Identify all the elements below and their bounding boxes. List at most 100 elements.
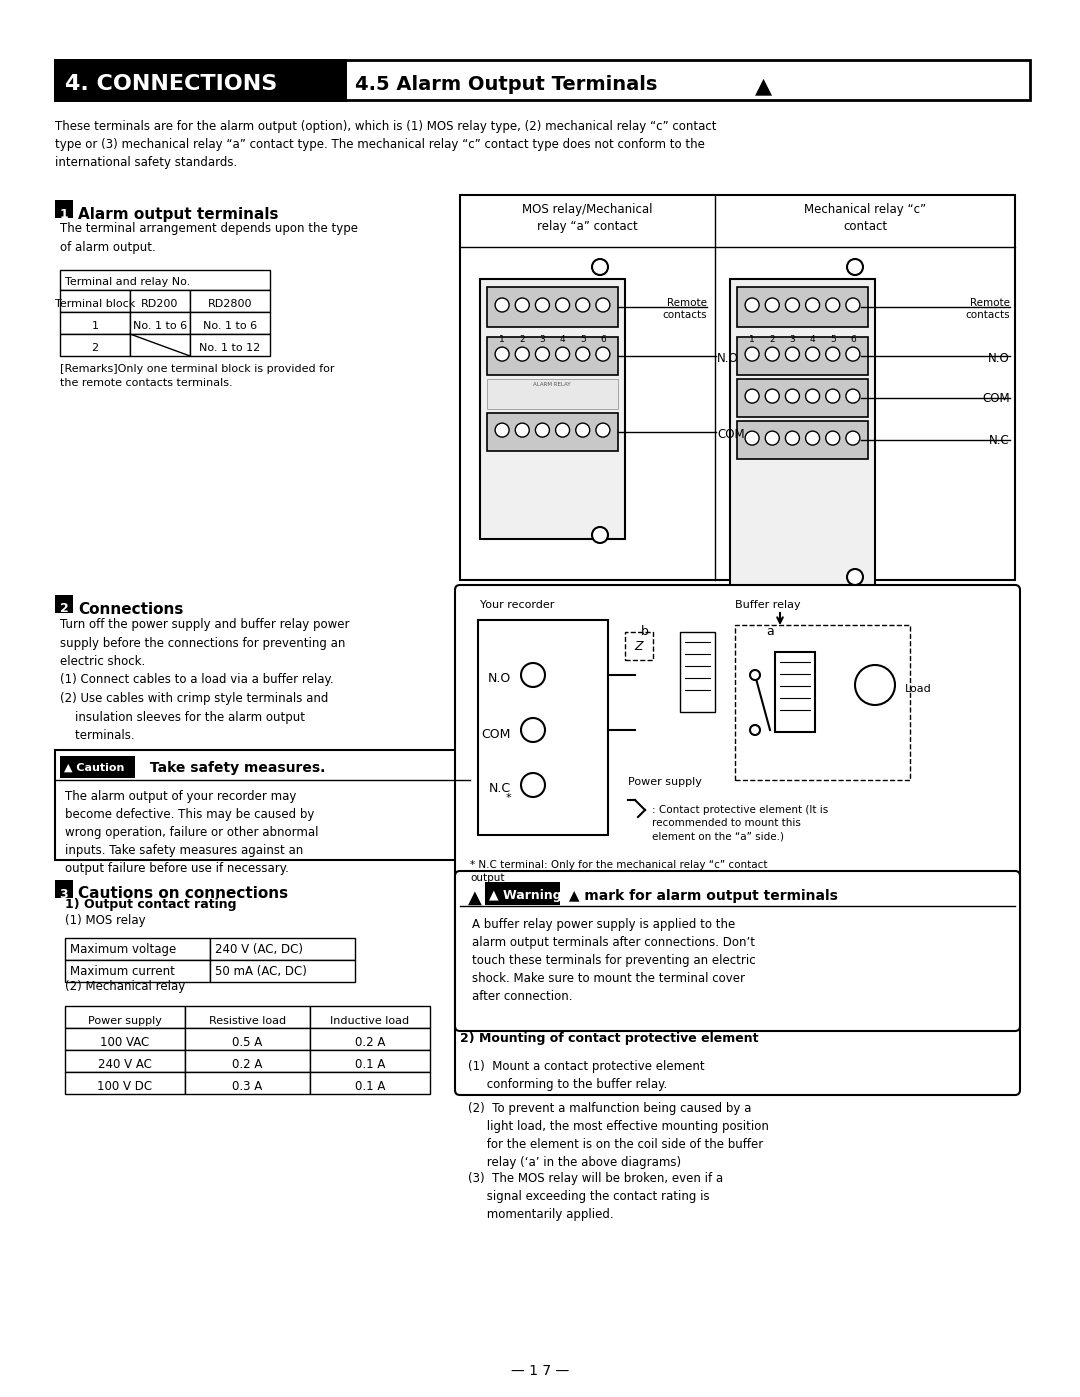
Circle shape [521, 773, 545, 798]
Text: : Contact protective element (It is
recommended to mount this
element on the “a”: : Contact protective element (It is reco… [652, 805, 828, 841]
Text: No. 1 to 6: No. 1 to 6 [203, 321, 257, 331]
Circle shape [495, 423, 509, 437]
Text: Maximum current: Maximum current [70, 965, 175, 978]
Circle shape [515, 346, 529, 360]
Circle shape [596, 298, 610, 312]
Text: ▲: ▲ [468, 888, 482, 907]
Text: Connections: Connections [78, 602, 184, 616]
Text: 0.1 A: 0.1 A [355, 1080, 386, 1094]
Circle shape [826, 432, 840, 446]
Circle shape [576, 423, 590, 437]
Bar [130, 291, 190, 312]
Text: MOS relay/Mechanical
relay “a” contact: MOS relay/Mechanical relay “a” contact [523, 203, 652, 233]
Text: 240 V AC: 240 V AC [98, 1059, 152, 1071]
Circle shape [576, 346, 590, 360]
Bar [65, 1051, 185, 1071]
Bar [190, 334, 270, 356]
Bar [65, 1071, 185, 1094]
Text: 1: 1 [59, 208, 68, 221]
Circle shape [495, 298, 509, 312]
Circle shape [745, 298, 759, 312]
Bar [730, 279, 875, 590]
Text: (1)  Mount a contact protective element
     conforming to the buffer relay.: (1) Mount a contact protective element c… [468, 1060, 704, 1091]
Text: Cautions on connections: Cautions on connections [78, 887, 288, 901]
Text: Alarm output terminals: Alarm output terminals [78, 207, 279, 222]
Circle shape [785, 432, 799, 446]
Bar [210, 937, 355, 960]
Bar [310, 1051, 430, 1071]
Text: Turn off the power supply and buffer relay power
supply before the connections f: Turn off the power supply and buffer rel… [60, 617, 350, 742]
Circle shape [785, 346, 799, 360]
FancyBboxPatch shape [455, 870, 1020, 1031]
Bar [460, 196, 1015, 580]
Circle shape [806, 346, 820, 360]
Text: 240 V (AC, DC): 240 V (AC, DC) [215, 943, 303, 956]
Bar [60, 312, 130, 334]
Bar [65, 1028, 185, 1051]
Bar [55, 60, 1030, 101]
Bar [775, 652, 815, 732]
Text: 5: 5 [580, 335, 585, 344]
Text: N.C: N.C [489, 782, 511, 795]
Text: Maximum voltage: Maximum voltage [70, 943, 176, 956]
Bar [60, 334, 130, 356]
Circle shape [592, 258, 608, 275]
Circle shape [766, 432, 780, 446]
Text: No. 1 to 12: No. 1 to 12 [200, 344, 260, 353]
Bar [185, 1051, 310, 1071]
Text: Terminal block: Terminal block [55, 299, 135, 309]
Text: N.O: N.O [488, 672, 511, 686]
Bar [190, 291, 270, 312]
Bar [480, 279, 625, 539]
Bar [478, 620, 608, 835]
Circle shape [846, 390, 860, 404]
Bar [485, 882, 561, 905]
Circle shape [750, 671, 760, 680]
Circle shape [826, 298, 840, 312]
Text: (2)  To prevent a malfunction being caused by a
     light load, the most effect: (2) To prevent a malfunction being cause… [468, 1102, 769, 1169]
Circle shape [745, 346, 759, 360]
Bar [210, 960, 355, 982]
Bar [130, 334, 190, 356]
Bar [310, 1071, 430, 1094]
Circle shape [576, 298, 590, 312]
Text: The alarm output of your recorder may
become defective. This may be caused by
wr: The alarm output of your recorder may be… [65, 789, 319, 875]
Text: (3)  The MOS relay will be broken, even if a
     signal exceeding the contact r: (3) The MOS relay will be broken, even i… [468, 1172, 724, 1221]
Text: *: * [505, 793, 511, 803]
Text: COM: COM [482, 728, 511, 740]
Circle shape [515, 298, 529, 312]
Bar [55, 880, 73, 898]
Text: 4: 4 [810, 335, 815, 344]
Circle shape [806, 390, 820, 404]
Bar [55, 595, 73, 613]
Text: 0.2 A: 0.2 A [355, 1037, 386, 1049]
Circle shape [515, 423, 529, 437]
Text: 4. CONNECTIONS: 4. CONNECTIONS [65, 74, 278, 94]
Circle shape [766, 390, 780, 404]
Bar [130, 312, 190, 334]
Bar [737, 379, 868, 416]
Circle shape [826, 390, 840, 404]
Circle shape [766, 346, 780, 360]
Text: ~: ~ [869, 682, 881, 696]
Text: 1: 1 [499, 335, 505, 344]
Bar [55, 60, 345, 101]
Text: Your recorder: Your recorder [480, 599, 554, 610]
Circle shape [766, 298, 780, 312]
Text: ▲: ▲ [755, 75, 772, 96]
Circle shape [521, 718, 545, 742]
Text: ▲ Warning: ▲ Warning [489, 890, 562, 902]
Circle shape [592, 527, 608, 543]
Bar [487, 414, 618, 451]
Text: 100 V DC: 100 V DC [97, 1080, 152, 1094]
Text: 1: 1 [92, 321, 98, 331]
Text: The terminal arrangement depends upon the type
of alarm output.: The terminal arrangement depends upon th… [60, 222, 357, 254]
Circle shape [745, 432, 759, 446]
Text: 6: 6 [600, 335, 606, 344]
Text: Buffer relay: Buffer relay [735, 599, 800, 610]
Text: COM: COM [717, 427, 744, 440]
Circle shape [855, 665, 895, 705]
Circle shape [555, 298, 569, 312]
Bar [185, 1028, 310, 1051]
Text: 2: 2 [519, 335, 525, 344]
